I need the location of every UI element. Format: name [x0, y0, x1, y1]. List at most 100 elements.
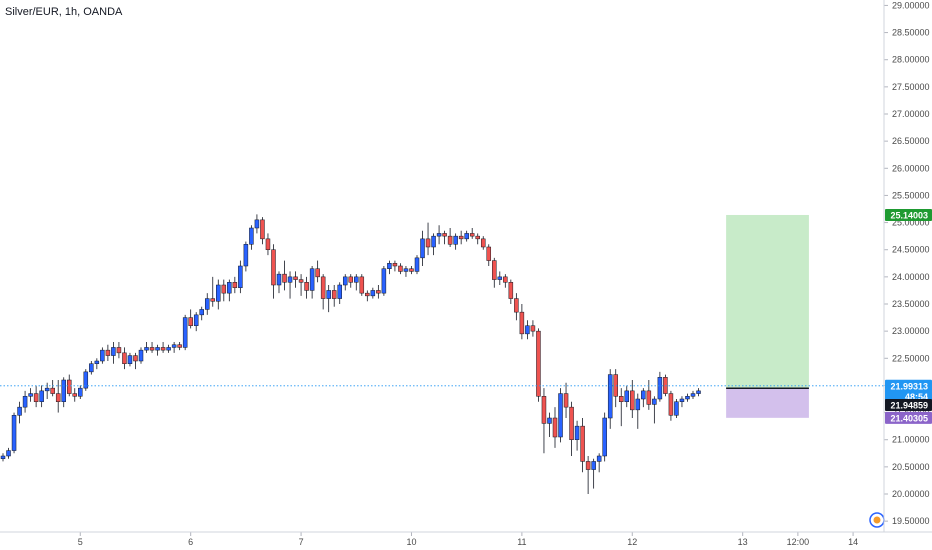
- candle: [160, 342, 166, 353]
- x-tick-label: 14: [848, 537, 858, 547]
- candle-body: [337, 284, 342, 299]
- candle: [458, 230, 464, 245]
- candle: [315, 260, 320, 283]
- y-tick-label: 21.00000: [892, 435, 930, 445]
- logo-icon: [869, 512, 885, 528]
- candle: [480, 236, 486, 250]
- candle-body: [514, 298, 519, 313]
- candle-body: [331, 290, 337, 299]
- candle-body: [155, 347, 160, 351]
- candle-body: [39, 390, 44, 402]
- candle: [409, 266, 414, 275]
- candle: [260, 217, 265, 245]
- candle: [679, 396, 685, 408]
- candle-body: [365, 292, 370, 297]
- candle-body: [387, 263, 392, 269]
- candle: [541, 388, 547, 454]
- price-tag: 25.14003: [885, 208, 932, 221]
- candle-body: [315, 268, 320, 278]
- candle-body: [33, 393, 39, 402]
- candle-body: [282, 273, 287, 283]
- time-axis[interactable]: 5 6 7 10 11 12 13 12:00 14: [78, 532, 858, 547]
- y-tick-label: 28.00000: [892, 55, 930, 65]
- candle-body: [624, 390, 630, 402]
- candle-body: [44, 387, 50, 392]
- candle: [271, 244, 276, 299]
- candle: [376, 285, 381, 299]
- candle: [635, 393, 641, 429]
- candle-body: [293, 276, 298, 280]
- candle: [50, 380, 55, 397]
- y-tick-label: 25.50000: [892, 190, 930, 200]
- candle-body: [525, 325, 530, 335]
- candle: [66, 374, 72, 397]
- candle: [398, 263, 403, 275]
- candle-body: [61, 379, 66, 402]
- candle: [552, 407, 558, 448]
- candle: [370, 287, 376, 299]
- candle-body: [641, 390, 646, 400]
- long-position-tool[interactable]: [726, 214, 809, 418]
- candle-body: [232, 282, 238, 288]
- candle-body: [519, 311, 525, 335]
- y-tick-label: 23.00000: [892, 326, 930, 336]
- candle: [238, 260, 243, 294]
- candle: [602, 412, 607, 462]
- candle-body: [497, 276, 503, 280]
- candle: [596, 453, 602, 473]
- candle-body: [580, 425, 585, 462]
- candle: [133, 352, 138, 370]
- candle-body: [503, 276, 508, 283]
- y-tick-label: 20.00000: [892, 489, 930, 499]
- price-tag-label: 21.94859: [890, 400, 928, 410]
- chart-title: Silver/EUR, 1h, OANDA: [5, 6, 123, 18]
- candle: [254, 214, 260, 234]
- candle: [61, 377, 66, 408]
- candle: [44, 382, 50, 399]
- stop-zone[interactable]: [726, 388, 809, 418]
- candle: [359, 274, 365, 296]
- candle-body: [221, 284, 227, 294]
- candle-body: [541, 396, 547, 424]
- candle-body: [685, 396, 690, 400]
- x-tick-label: 10: [406, 537, 416, 547]
- candle: [425, 222, 431, 256]
- candle-body: [304, 282, 309, 291]
- candle: [519, 304, 525, 340]
- candle-body: [298, 279, 304, 283]
- candle: [249, 225, 254, 250]
- profit-zone[interactable]: [726, 214, 809, 389]
- candle: [696, 388, 701, 397]
- candle-body: [596, 455, 602, 462]
- candle: [646, 380, 652, 410]
- candle: [475, 233, 480, 245]
- candle: [309, 266, 315, 299]
- candle-body: [89, 363, 94, 373]
- candle-body: [216, 284, 221, 302]
- candle-body: [547, 417, 552, 424]
- candle: [276, 271, 282, 294]
- candle: [210, 276, 216, 307]
- candle: [585, 456, 591, 494]
- candle: [503, 274, 508, 288]
- candle-body: [558, 393, 563, 438]
- y-tick-label: 25.00000: [892, 218, 930, 228]
- candle-body: [464, 233, 469, 240]
- candle-body: [133, 355, 138, 362]
- candle-body: [607, 374, 613, 419]
- candle: [497, 271, 503, 285]
- candle-body: [111, 347, 116, 356]
- candle-body: [635, 398, 641, 411]
- candle: [613, 369, 618, 408]
- x-tick-label: 7: [299, 537, 304, 547]
- candle-body: [243, 244, 249, 267]
- price-tag-label: 48:54: [905, 392, 928, 402]
- candle-body: [50, 387, 55, 394]
- candle: [232, 276, 238, 294]
- candle: [381, 266, 387, 296]
- candle-body: [271, 249, 276, 286]
- price-axis[interactable]: 29.00000 28.50000 28.00000 27.50000 27.00000…: [884, 0, 930, 526]
- y-tick-label: 26.50000: [892, 136, 930, 146]
- candle: [469, 228, 475, 239]
